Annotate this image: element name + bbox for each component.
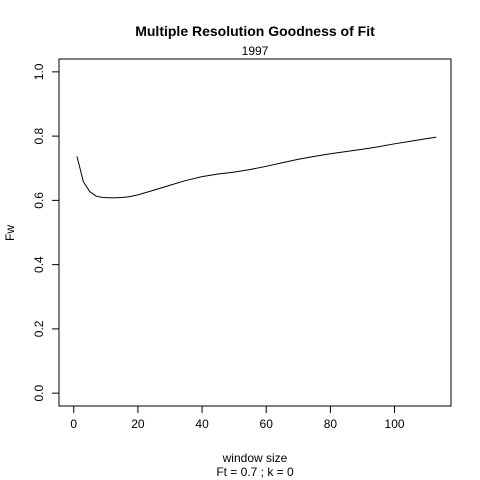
y-tick-label: 0.8 <box>32 127 46 144</box>
x-axis-label: window size <box>222 451 288 465</box>
x-tick-label: 60 <box>260 417 274 431</box>
y-tick-label: 0.2 <box>32 320 46 337</box>
x-tick-label: 100 <box>385 417 405 431</box>
series-layer <box>76 136 437 199</box>
x-axis: 0 20 40 60 80 100 <box>70 405 405 431</box>
y-axis: 0.0 0.2 0.4 0.6 0.8 1.0 <box>32 63 60 401</box>
y-tick-label: 0.6 <box>32 192 46 209</box>
y-tick-label: 0.0 <box>32 384 46 401</box>
y-tick-label: 0.4 <box>32 256 46 273</box>
x-tick-label: 80 <box>324 417 338 431</box>
x-tick-label: 20 <box>131 417 145 431</box>
series-line <box>76 136 437 199</box>
chart-subtitle: 1997 <box>242 44 269 58</box>
chart-title: Multiple Resolution Goodness of Fit <box>135 23 375 39</box>
footnote: Ft = 0.7 ; k = 0 <box>216 465 294 479</box>
x-tick-label: 40 <box>195 417 209 431</box>
y-tick-label: 1.0 <box>32 63 46 80</box>
y-axis-label: Fw <box>3 225 17 241</box>
x-tick-label: 0 <box>70 417 77 431</box>
